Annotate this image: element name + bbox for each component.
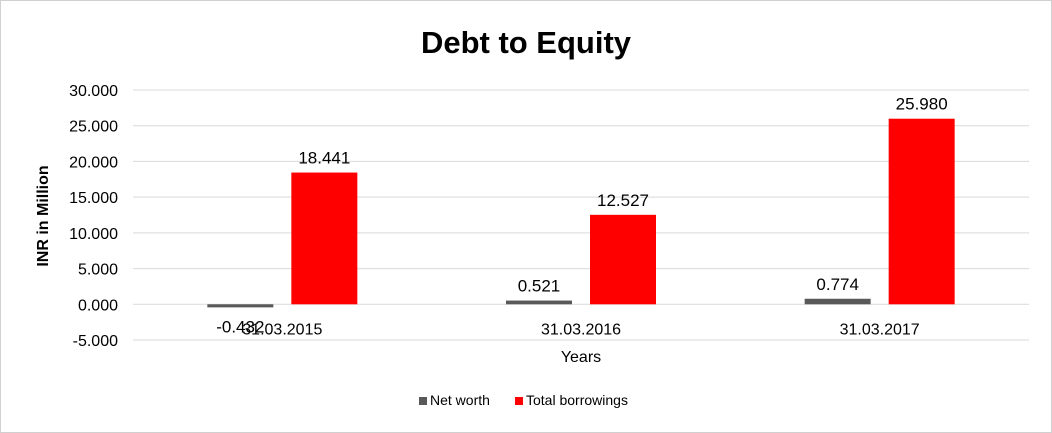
legend-label: Net worth [430,392,490,408]
x-axis-title: Years [561,349,601,366]
x-tick-label: 31.03.2017 [840,321,920,338]
y-tick-label: 30.000 [69,83,118,100]
chart-title: Debt to Equity [421,25,632,60]
y-tick-label: 25.000 [69,119,118,136]
bar [207,304,274,308]
data-label: 12.527 [597,191,649,210]
legend-label: Total borrowings [526,392,628,408]
bar [291,172,358,305]
bar [804,298,871,305]
legend-swatch [419,397,427,405]
data-label: 0.774 [816,275,859,294]
data-labels: -0.432 18.441 0.521 12.527 0.774 25.980 [216,95,947,337]
x-tick-label: 31.03.2016 [541,321,621,338]
y-tick-label: 5.000 [78,262,118,279]
bar [590,214,656,305]
y-tick-label: 0.000 [78,297,118,314]
data-label: -0.432 [216,317,264,336]
y-tick-label: -5.000 [73,333,118,350]
y-axis-ticks: -5.000 0.000 5.000 10.000 15.000 20.000 25.000… [69,83,118,350]
data-label: 18.441 [298,149,350,168]
x-axis-ticks: 31.03.2015 31.03.2016 31.03.2017 [242,321,920,338]
bar [506,300,572,305]
y-tick-label: 20.000 [69,154,118,171]
gridlines [133,89,1029,341]
data-label: 0.521 [518,277,561,296]
y-tick-label: 10.000 [69,226,118,243]
bars [207,118,955,308]
bar [888,118,955,305]
legend-swatch [515,397,523,405]
legend: Net worth Total borrowings [419,392,628,408]
y-axis-title: INR in Million [35,165,52,266]
x-tick-label: 31.03.2015 [242,321,322,338]
data-label: 25.980 [896,95,948,114]
y-tick-label: 15.000 [69,190,118,207]
